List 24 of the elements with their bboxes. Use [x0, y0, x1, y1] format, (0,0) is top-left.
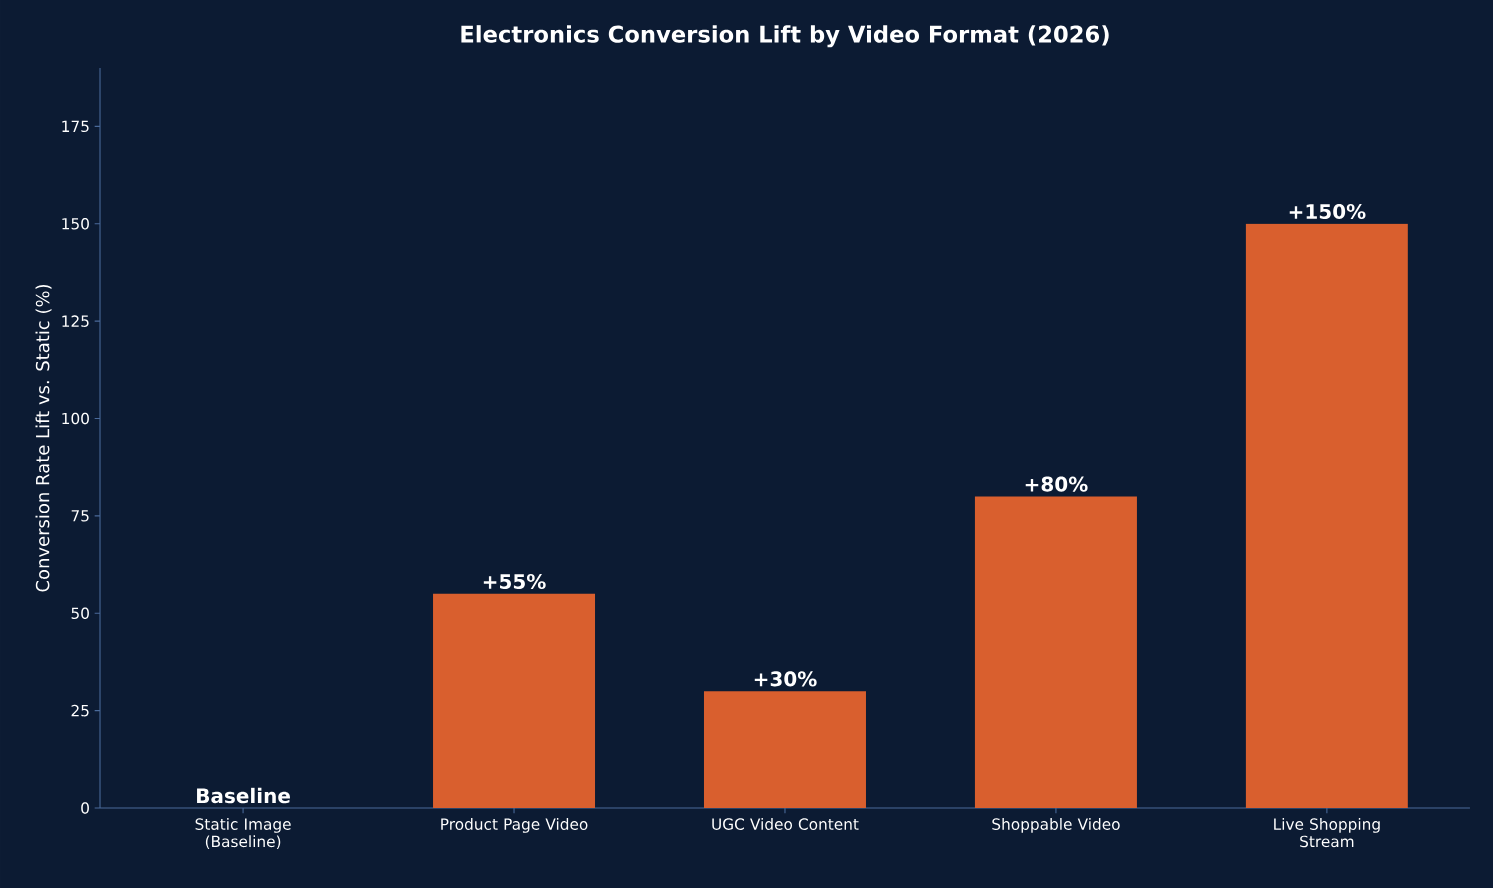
y-tick-label: 75: [71, 510, 89, 522]
y-tick-label: 175: [62, 120, 89, 133]
bar: [433, 593, 596, 808]
x-tick-label: Shoppable Video: [992, 818, 1120, 833]
bar: [974, 496, 1137, 808]
data-label: +150%: [1289, 203, 1366, 220]
y-axis-title: Conversion Rate Lift vs. Static (%): [35, 284, 52, 592]
data-label: Baseline: [197, 787, 290, 804]
x-tick-label: Live Shopping Stream: [1274, 818, 1380, 848]
data-label: +80%: [1025, 476, 1088, 492]
x-tick-label: Product Page Video: [441, 818, 588, 833]
x-tick-label: Static Image (Baseline): [195, 818, 291, 850]
data-label: +30%: [754, 671, 817, 687]
y-tick-label: 150: [62, 217, 89, 230]
bar: [703, 691, 866, 808]
y-tick-label: 0: [81, 802, 89, 814]
chart-title: Electronics Conversion Lift by Video Format (2026): [461, 25, 1109, 48]
x-tick-label: UGC Video Content: [712, 818, 859, 830]
y-tick-label: 100: [62, 412, 89, 425]
y-tick-label: 50: [71, 607, 89, 620]
bar: [1245, 223, 1408, 808]
y-tick-label: 125: [62, 315, 89, 327]
y-tick-label: 25: [71, 704, 89, 717]
data-label: +55%: [483, 573, 546, 590]
